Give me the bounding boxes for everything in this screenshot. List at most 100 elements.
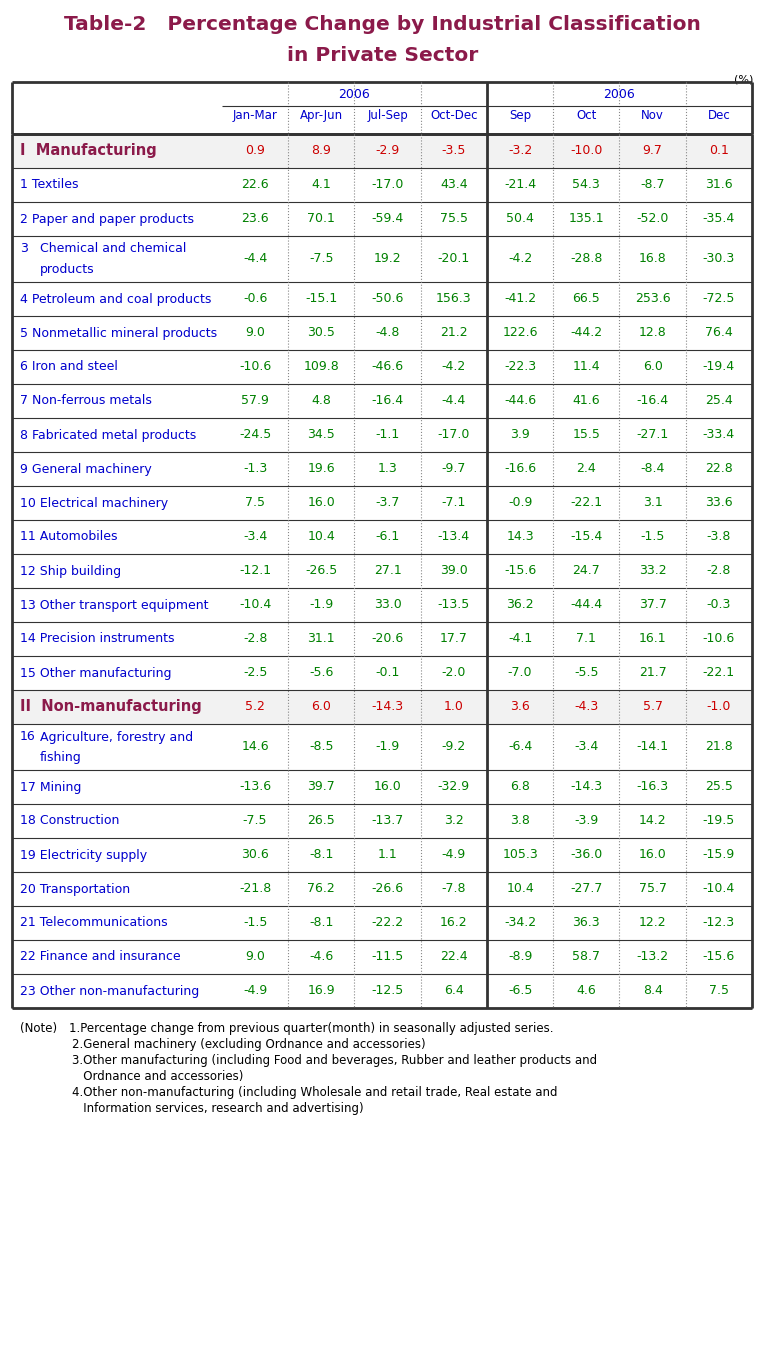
- Text: 25.4: 25.4: [705, 395, 733, 408]
- Text: 3: 3: [20, 242, 28, 256]
- Text: 3.8: 3.8: [510, 815, 530, 827]
- Text: -3.4: -3.4: [575, 741, 598, 753]
- Text: (Note): (Note): [20, 1022, 57, 1034]
- Text: Agriculture, forestry and: Agriculture, forestry and: [40, 730, 193, 744]
- Text: 23 Other non-manufacturing: 23 Other non-manufacturing: [20, 985, 199, 998]
- Text: -4.6: -4.6: [309, 951, 334, 963]
- Text: 2006: 2006: [604, 88, 636, 101]
- Text: -3.8: -3.8: [707, 531, 731, 543]
- Text: 14 Precision instruments: 14 Precision instruments: [20, 633, 174, 645]
- Text: -3.7: -3.7: [376, 497, 400, 509]
- Text: 253.6: 253.6: [635, 292, 670, 306]
- Text: -6.5: -6.5: [508, 985, 532, 998]
- Text: -17.0: -17.0: [372, 179, 404, 191]
- Text: 7.5: 7.5: [709, 985, 729, 998]
- Text: -2.9: -2.9: [376, 144, 400, 158]
- Text: -44.2: -44.2: [571, 326, 602, 339]
- Text: -3.9: -3.9: [575, 815, 598, 827]
- Text: -10.4: -10.4: [703, 882, 735, 896]
- Text: -24.5: -24.5: [239, 428, 272, 442]
- Text: -9.2: -9.2: [441, 741, 466, 753]
- Text: -50.6: -50.6: [372, 292, 404, 306]
- Text: 30.5: 30.5: [308, 326, 335, 339]
- Text: 31.1: 31.1: [308, 633, 335, 645]
- Text: -14.3: -14.3: [571, 780, 602, 793]
- Text: 13 Other transport equipment: 13 Other transport equipment: [20, 598, 209, 612]
- Text: -14.1: -14.1: [636, 741, 669, 753]
- Text: 2.4: 2.4: [577, 462, 596, 475]
- Text: -1.1: -1.1: [376, 428, 400, 442]
- Text: -33.4: -33.4: [703, 428, 735, 442]
- Text: -10.0: -10.0: [570, 144, 603, 158]
- Text: -8.7: -8.7: [640, 179, 665, 191]
- Text: 1.1: 1.1: [378, 849, 398, 862]
- Text: 3.1: 3.1: [643, 497, 662, 509]
- Bar: [13, 690, 751, 723]
- Text: -20.1: -20.1: [438, 252, 470, 265]
- Text: 6.4: 6.4: [444, 985, 464, 998]
- Text: -14.3: -14.3: [372, 700, 404, 714]
- Text: 19.6: 19.6: [308, 462, 335, 475]
- Text: 22 Finance and insurance: 22 Finance and insurance: [20, 951, 181, 963]
- Text: 41.6: 41.6: [572, 395, 601, 408]
- Text: 16.1: 16.1: [639, 633, 666, 645]
- Text: 21.2: 21.2: [440, 326, 467, 339]
- Text: -3.4: -3.4: [243, 531, 267, 543]
- Text: -12.5: -12.5: [372, 985, 404, 998]
- Text: 9.7: 9.7: [643, 144, 662, 158]
- Text: -8.9: -8.9: [508, 951, 532, 963]
- Text: products: products: [40, 263, 95, 276]
- Text: 76.2: 76.2: [308, 882, 335, 896]
- Text: -4.4: -4.4: [441, 395, 466, 408]
- Text: 12.2: 12.2: [639, 916, 666, 929]
- Text: -8.5: -8.5: [309, 741, 334, 753]
- Text: 16.9: 16.9: [308, 985, 335, 998]
- Text: 19 Electricity supply: 19 Electricity supply: [20, 849, 147, 862]
- Text: -16.4: -16.4: [636, 395, 669, 408]
- Text: -0.6: -0.6: [243, 292, 267, 306]
- Text: -41.2: -41.2: [504, 292, 536, 306]
- Text: -12.1: -12.1: [239, 564, 271, 578]
- Text: 33.2: 33.2: [639, 564, 666, 578]
- Text: 4.6: 4.6: [577, 985, 596, 998]
- Text: -6.1: -6.1: [376, 531, 400, 543]
- Text: (%): (%): [734, 75, 753, 85]
- Text: 36.3: 36.3: [572, 916, 601, 929]
- Text: 24.7: 24.7: [572, 564, 601, 578]
- Text: 31.6: 31.6: [705, 179, 733, 191]
- Text: 21.8: 21.8: [705, 741, 733, 753]
- Text: 6.8: 6.8: [510, 780, 530, 793]
- Text: 3.9: 3.9: [510, 428, 530, 442]
- Text: -21.8: -21.8: [239, 882, 272, 896]
- Text: -2.0: -2.0: [441, 667, 466, 679]
- Text: 15.5: 15.5: [572, 428, 601, 442]
- Text: 33.6: 33.6: [705, 497, 733, 509]
- Text: -2.8: -2.8: [243, 633, 267, 645]
- Text: -7.0: -7.0: [508, 667, 532, 679]
- Text: 11.4: 11.4: [572, 361, 601, 373]
- Text: Sep: Sep: [509, 109, 531, 123]
- Text: II  Non-manufacturing: II Non-manufacturing: [20, 699, 202, 714]
- Text: 5 Nonmetallic mineral products: 5 Nonmetallic mineral products: [20, 326, 217, 339]
- Text: 10 Electrical machinery: 10 Electrical machinery: [20, 497, 168, 509]
- Text: 8.9: 8.9: [311, 144, 331, 158]
- Text: 39.7: 39.7: [308, 780, 335, 793]
- Text: -15.1: -15.1: [305, 292, 337, 306]
- Text: -27.1: -27.1: [636, 428, 669, 442]
- Text: 18 Construction: 18 Construction: [20, 815, 119, 827]
- Text: 5.2: 5.2: [246, 700, 265, 714]
- Text: 14.3: 14.3: [506, 531, 534, 543]
- Text: -22.3: -22.3: [504, 361, 536, 373]
- Bar: [13, 133, 751, 167]
- Text: -22.2: -22.2: [372, 916, 404, 929]
- Text: -5.6: -5.6: [309, 667, 334, 679]
- Text: -35.4: -35.4: [703, 213, 735, 225]
- Text: 16.0: 16.0: [639, 849, 666, 862]
- Text: -4.9: -4.9: [441, 849, 466, 862]
- Text: 1.0: 1.0: [444, 700, 464, 714]
- Text: 3.6: 3.6: [510, 700, 530, 714]
- Text: 70.1: 70.1: [308, 213, 335, 225]
- Text: 8.4: 8.4: [643, 985, 662, 998]
- Text: -1.0: -1.0: [707, 700, 731, 714]
- Text: 17 Mining: 17 Mining: [20, 780, 81, 793]
